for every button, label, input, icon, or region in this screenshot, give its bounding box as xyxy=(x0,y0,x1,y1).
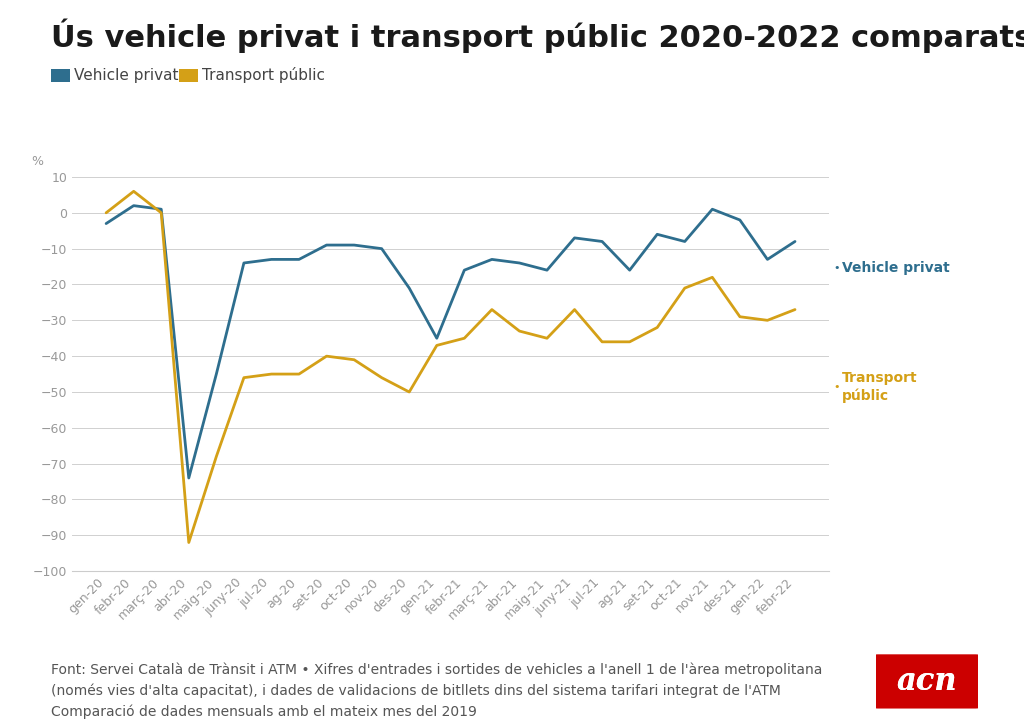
Text: Vehicle privat: Vehicle privat xyxy=(842,260,949,275)
Text: Ús vehicle privat i transport públic 2020-2022 comparats amb el 2019: Ús vehicle privat i transport públic 202… xyxy=(51,18,1024,53)
Text: acn: acn xyxy=(896,666,957,697)
Text: Font: Servei Català de Trànsit i ATM • Xifres d'entrades i sortides de vehicles : Font: Servei Català de Trànsit i ATM • X… xyxy=(51,662,822,719)
Text: Transport públic: Transport públic xyxy=(202,67,325,83)
Y-axis label: %: % xyxy=(32,155,44,168)
Text: acn: acn xyxy=(896,666,957,697)
Text: Transport
públic: Transport públic xyxy=(842,371,918,403)
FancyBboxPatch shape xyxy=(872,654,981,709)
Text: Vehicle privat: Vehicle privat xyxy=(74,68,178,82)
Text: •: • xyxy=(834,382,840,392)
Text: •: • xyxy=(834,262,840,273)
